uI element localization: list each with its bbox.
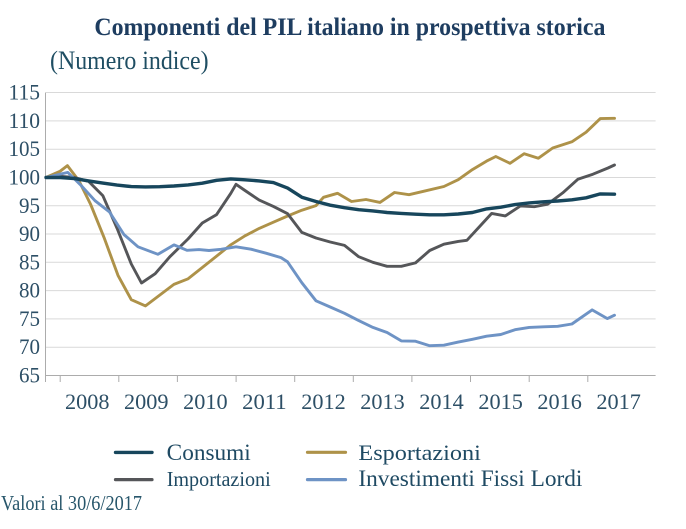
svg-text:2014: 2014 bbox=[419, 389, 464, 414]
svg-text:2012: 2012 bbox=[301, 389, 346, 414]
svg-text:Esportazioni: Esportazioni bbox=[358, 440, 481, 465]
svg-text:2011: 2011 bbox=[242, 389, 287, 414]
svg-text:Consumi: Consumi bbox=[167, 440, 251, 465]
svg-text:80: 80 bbox=[19, 278, 40, 303]
svg-text:Investimenti Fissi Lordi: Investimenti Fissi Lordi bbox=[358, 466, 582, 491]
svg-text:Componenti del PIL italiano in: Componenti del PIL italiano in prospetti… bbox=[94, 14, 605, 41]
svg-text:65: 65 bbox=[19, 363, 40, 388]
svg-text:90: 90 bbox=[19, 221, 40, 246]
svg-text:100: 100 bbox=[9, 165, 41, 190]
svg-text:2010: 2010 bbox=[183, 389, 228, 414]
svg-text:105: 105 bbox=[9, 136, 41, 161]
svg-text:Importazioni: Importazioni bbox=[167, 467, 271, 491]
svg-text:115: 115 bbox=[9, 80, 41, 105]
svg-text:2013: 2013 bbox=[360, 389, 405, 414]
svg-text:2017: 2017 bbox=[596, 389, 641, 414]
svg-text:(Numero indice): (Numero indice) bbox=[50, 46, 209, 75]
svg-text:75: 75 bbox=[19, 306, 40, 331]
svg-text:85: 85 bbox=[19, 249, 40, 274]
svg-text:95: 95 bbox=[19, 193, 40, 218]
svg-text:2016: 2016 bbox=[537, 389, 582, 414]
svg-text:70: 70 bbox=[19, 334, 40, 359]
svg-text:110: 110 bbox=[9, 108, 41, 133]
svg-text:2009: 2009 bbox=[124, 389, 169, 414]
svg-text:2008: 2008 bbox=[65, 389, 110, 414]
svg-text:Valori al 30/6/2017: Valori al 30/6/2017 bbox=[1, 491, 142, 515]
svg-text:2015: 2015 bbox=[478, 389, 523, 414]
